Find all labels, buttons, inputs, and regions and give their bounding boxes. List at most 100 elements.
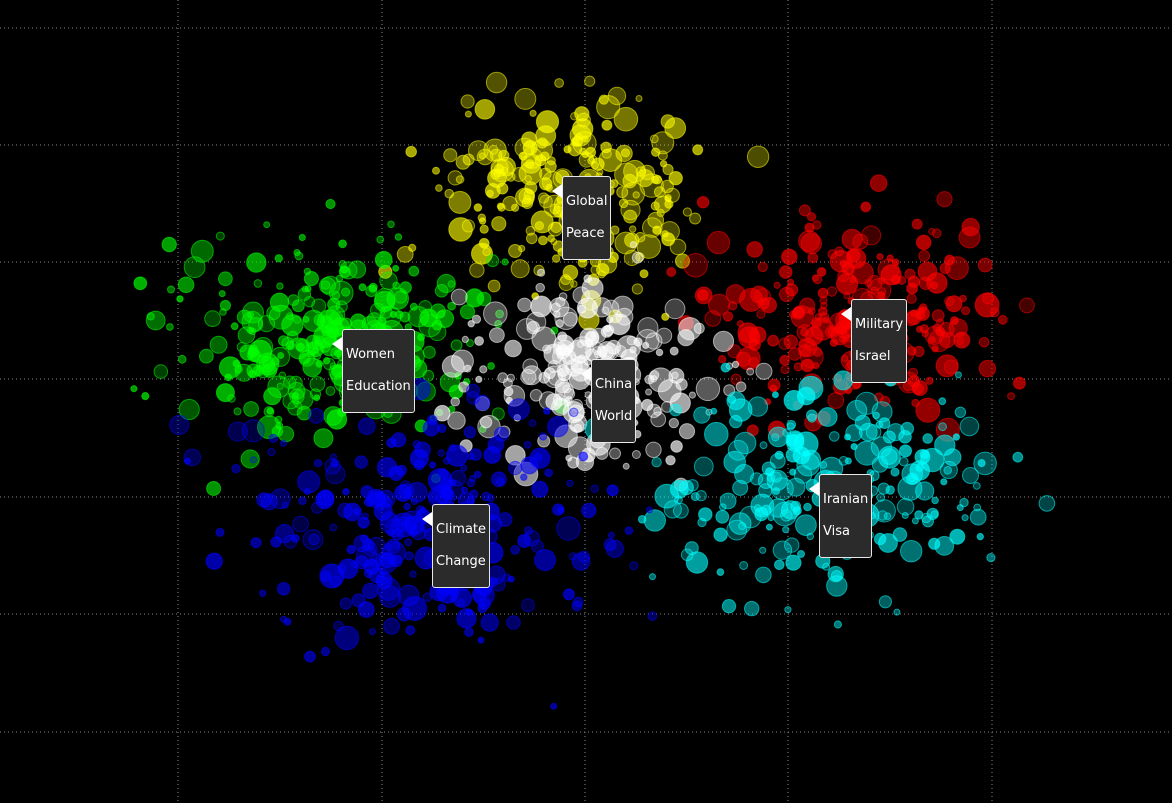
data-point bbox=[562, 588, 575, 601]
data-point bbox=[664, 298, 686, 320]
data-point bbox=[439, 478, 453, 492]
data-point bbox=[911, 218, 923, 230]
data-point bbox=[870, 286, 879, 295]
data-point bbox=[782, 526, 790, 534]
data-point bbox=[296, 405, 312, 421]
data-point bbox=[466, 478, 476, 488]
data-point bbox=[925, 376, 934, 385]
data-point bbox=[664, 117, 687, 140]
data-point bbox=[704, 421, 729, 447]
data-point bbox=[901, 512, 909, 519]
data-point bbox=[928, 336, 936, 344]
data-point bbox=[473, 470, 482, 479]
data-point bbox=[584, 75, 596, 87]
data-point bbox=[183, 448, 201, 467]
data-point bbox=[466, 383, 480, 398]
data-point bbox=[678, 423, 696, 440]
data-point bbox=[507, 575, 515, 583]
data-point bbox=[383, 617, 401, 635]
data-point bbox=[485, 71, 508, 94]
data-point bbox=[308, 408, 325, 424]
data-point bbox=[483, 446, 502, 464]
data-point bbox=[774, 559, 785, 571]
data-point bbox=[833, 370, 854, 391]
data-point bbox=[514, 87, 537, 110]
data-point bbox=[281, 337, 295, 350]
data-point bbox=[826, 286, 838, 297]
data-point bbox=[697, 517, 707, 528]
data-point bbox=[338, 239, 348, 249]
data-point bbox=[811, 274, 820, 282]
data-point bbox=[660, 179, 674, 194]
data-point bbox=[477, 636, 485, 644]
data-point bbox=[747, 396, 769, 417]
data-point bbox=[422, 345, 436, 359]
data-point bbox=[307, 340, 325, 357]
data-point bbox=[450, 396, 461, 407]
data-point bbox=[671, 371, 679, 379]
data-point bbox=[247, 348, 261, 363]
data-point bbox=[497, 372, 509, 384]
data-point bbox=[276, 582, 291, 596]
data-point bbox=[696, 196, 710, 209]
data-point bbox=[719, 492, 737, 510]
data-point bbox=[479, 416, 493, 429]
data-point bbox=[263, 221, 271, 229]
data-point bbox=[767, 426, 789, 448]
data-point bbox=[130, 385, 138, 393]
data-point bbox=[457, 598, 465, 607]
data-point bbox=[641, 398, 654, 412]
label-line: China bbox=[595, 377, 633, 392]
data-point bbox=[643, 509, 666, 532]
data-point bbox=[959, 416, 980, 437]
data-point bbox=[688, 391, 697, 399]
data-point bbox=[461, 335, 469, 343]
data-point bbox=[827, 565, 844, 583]
data-point bbox=[837, 270, 850, 283]
data-point bbox=[333, 620, 344, 632]
data-point bbox=[330, 459, 339, 468]
data-point bbox=[508, 460, 523, 476]
data-point bbox=[382, 540, 406, 565]
data-point bbox=[252, 365, 265, 377]
data-point bbox=[209, 335, 228, 354]
data-point bbox=[153, 364, 169, 379]
data-point bbox=[650, 201, 660, 211]
data-point bbox=[487, 362, 496, 370]
data-point bbox=[773, 281, 781, 289]
data-point bbox=[596, 95, 621, 120]
label-line: Israel bbox=[855, 349, 891, 364]
data-point bbox=[529, 109, 537, 117]
data-point bbox=[718, 355, 727, 364]
data-point bbox=[814, 313, 823, 321]
data-point bbox=[976, 532, 984, 541]
data-point bbox=[663, 500, 682, 519]
data-point bbox=[218, 356, 242, 379]
data-point bbox=[944, 296, 955, 307]
data-point bbox=[652, 225, 662, 235]
data-point bbox=[432, 166, 440, 175]
data-point bbox=[325, 305, 346, 325]
data-point bbox=[595, 446, 609, 460]
data-point bbox=[725, 284, 746, 304]
data-point bbox=[259, 589, 267, 597]
data-point bbox=[954, 406, 967, 418]
data-point bbox=[491, 471, 507, 488]
data-point bbox=[664, 194, 672, 202]
data-point bbox=[771, 433, 780, 442]
data-point bbox=[376, 235, 385, 244]
data-point bbox=[931, 309, 945, 323]
data-point bbox=[587, 156, 595, 165]
data-point bbox=[362, 582, 379, 599]
cluster-label-climate-change: Climate Change bbox=[421, 504, 491, 588]
data-point bbox=[812, 347, 823, 357]
data-point bbox=[302, 357, 323, 378]
data-point bbox=[290, 533, 300, 543]
data-point bbox=[268, 304, 294, 330]
data-point bbox=[409, 448, 429, 468]
data-point bbox=[435, 184, 443, 192]
data-point bbox=[601, 119, 613, 131]
data-point bbox=[590, 484, 599, 493]
data-point bbox=[446, 444, 469, 467]
data-point bbox=[685, 551, 709, 574]
